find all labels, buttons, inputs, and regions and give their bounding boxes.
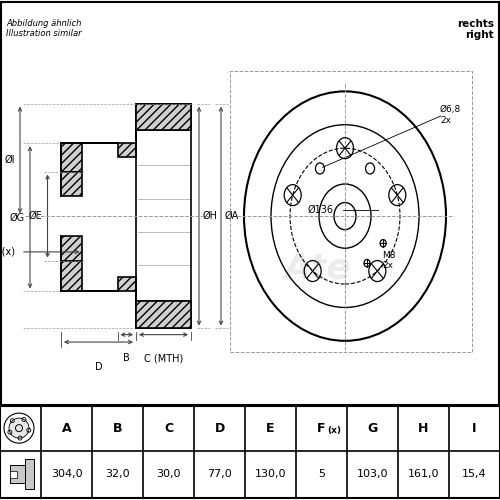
Text: 103,0: 103,0 xyxy=(357,470,388,480)
Text: B: B xyxy=(113,422,122,434)
Text: C: C xyxy=(164,422,173,434)
Bar xyxy=(10,471,16,478)
Circle shape xyxy=(9,418,29,438)
Text: ØH: ØH xyxy=(202,211,218,221)
Text: 77,0: 77,0 xyxy=(207,470,232,480)
Text: Ate: Ate xyxy=(284,252,352,286)
Text: 30,0: 30,0 xyxy=(156,470,180,480)
Text: D: D xyxy=(214,422,224,434)
Text: C (MTH): C (MTH) xyxy=(144,353,183,363)
Text: 161,0: 161,0 xyxy=(408,470,440,480)
Bar xyxy=(230,71,472,352)
Text: (x): (x) xyxy=(327,426,341,434)
Text: 15,4: 15,4 xyxy=(462,470,487,480)
Text: G: G xyxy=(368,422,378,434)
Text: E: E xyxy=(266,422,275,434)
Polygon shape xyxy=(118,276,191,328)
Polygon shape xyxy=(118,104,191,158)
Text: A: A xyxy=(62,422,72,434)
Text: Abbildung ähnlich
Illustration similar: Abbildung ähnlich Illustration similar xyxy=(6,18,82,38)
Text: 130,0: 130,0 xyxy=(255,470,286,480)
Text: ØA: ØA xyxy=(225,211,240,221)
Text: 304,0: 304,0 xyxy=(50,470,82,480)
Text: B: B xyxy=(124,353,130,363)
Polygon shape xyxy=(136,104,191,130)
Text: ØI: ØI xyxy=(4,155,15,165)
Polygon shape xyxy=(136,302,191,328)
Polygon shape xyxy=(61,143,118,172)
Text: F: F xyxy=(318,422,326,434)
Text: M8
2x: M8 2x xyxy=(382,251,396,270)
Polygon shape xyxy=(61,236,82,260)
Text: ØG: ØG xyxy=(10,212,25,222)
Text: ØE: ØE xyxy=(29,211,42,221)
Text: H: H xyxy=(418,422,428,434)
Text: 32,0: 32,0 xyxy=(105,470,130,480)
Polygon shape xyxy=(61,260,118,292)
Text: Ø6,8
2x: Ø6,8 2x xyxy=(440,105,462,124)
Bar xyxy=(25,460,34,490)
Text: Ø136: Ø136 xyxy=(308,205,334,215)
Text: 5: 5 xyxy=(318,470,325,480)
Text: D: D xyxy=(94,362,102,372)
Polygon shape xyxy=(61,172,82,196)
Text: F(x): F(x) xyxy=(0,247,15,257)
Bar xyxy=(10,466,25,483)
Text: rechts
right: rechts right xyxy=(457,18,494,40)
Text: I: I xyxy=(472,422,477,434)
